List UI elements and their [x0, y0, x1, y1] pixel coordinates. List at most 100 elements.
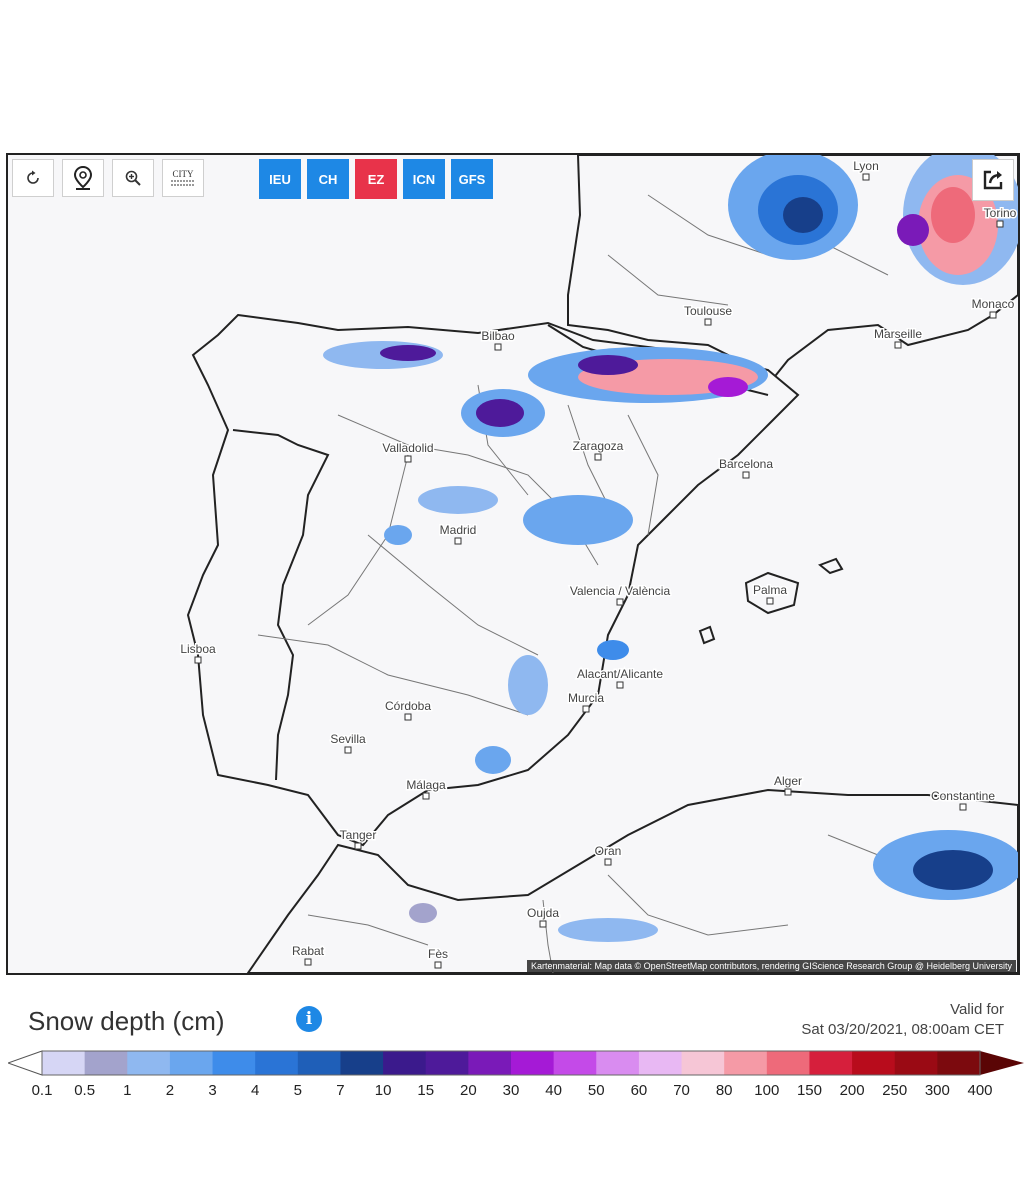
colorbar-bin-16 [724, 1051, 768, 1075]
city-7: Valladolid [381, 440, 435, 463]
valid-time: Sat 03/20/2021, 08:00am CET [801, 1021, 1004, 1038]
location-pin-icon [73, 165, 93, 190]
city-0: Lyon [852, 158, 880, 181]
city-name: Alacant/Alicante [577, 667, 663, 681]
share-button[interactable] [972, 159, 1014, 201]
colorbar-tick-label: 7 [336, 1082, 345, 1099]
city-marker [862, 173, 870, 181]
city-marker [344, 746, 352, 754]
city-marker [784, 788, 792, 796]
city-marker [616, 681, 624, 689]
map-view[interactable]: Lyon Torino Toulouse Monaco Marseille Bilbao Z… [6, 153, 1020, 975]
colorbar-tick-label: 1 [123, 1082, 132, 1099]
city-marker [494, 343, 502, 351]
tab-ieu[interactable]: IEU [259, 159, 301, 199]
city-marker [989, 311, 997, 319]
colorbar-bin-4 [212, 1051, 256, 1075]
city-marker [594, 453, 602, 461]
city-name: Sevilla [330, 732, 366, 746]
city-15: Córdoba [383, 698, 433, 721]
colorbar-tick-label: 0.5 [74, 1082, 96, 1099]
city-21: Oran [593, 843, 623, 866]
colorbar-tick-label: 20 [460, 1082, 477, 1099]
city-labels-text: CITY [172, 168, 194, 179]
city-marker [454, 537, 462, 545]
city-name: Bilbao [481, 329, 515, 343]
city-20: Tanger [338, 827, 378, 850]
colorbar-bin-11 [511, 1051, 555, 1075]
colorbar-tick-label: 80 [715, 1082, 733, 1099]
colorbar-bin-13 [596, 1051, 640, 1075]
city-marker [539, 920, 547, 928]
city-18: Alger [772, 773, 804, 796]
map-attribution: Kartenmaterial: Map data © OpenStreetMap… [527, 960, 1016, 972]
colorbar-bin-0 [42, 1051, 86, 1075]
colorbar-under-arrow [8, 1050, 43, 1076]
city-name: Constantine [931, 789, 995, 803]
snow-depth-map[interactable]: Lyon Torino Toulouse Monaco Marseille Bilbao Z… [8, 155, 1018, 973]
colorbar-tick-label: 400 [967, 1082, 993, 1099]
mallorca-island [744, 571, 800, 615]
ibiza-island [698, 625, 716, 645]
snow-depth-colorbar [8, 1050, 1024, 1076]
city-marker [959, 803, 967, 811]
colorbar-bin-1 [84, 1051, 128, 1075]
city-1: Torino [982, 205, 1018, 228]
valid-for-label: Valid for [950, 1001, 1004, 1018]
city-marker [194, 656, 202, 664]
city-marker [582, 705, 590, 713]
valid-time-block: Valid for Sat 03/20/2021, 08:00am CET [801, 1000, 1004, 1040]
city-9: Madrid [438, 522, 478, 545]
colorbar-bin-3 [169, 1051, 214, 1075]
city-marker [894, 341, 902, 349]
city-labels-button[interactable]: CITY [162, 159, 204, 197]
info-icon[interactable]: i [296, 1006, 322, 1032]
colorbar-bin-14 [638, 1051, 683, 1075]
colorbar-tick-label: 50 [587, 1082, 605, 1099]
colorbar-tick-label: 70 [673, 1082, 690, 1099]
city-labels-icon: CITY [170, 168, 196, 187]
north-africa-land [246, 788, 1018, 973]
colorbar-bin-20 [894, 1051, 938, 1075]
colorbar-tick-label: 10 [374, 1082, 392, 1099]
colorbar-tick-label: 5 [293, 1082, 302, 1099]
colorbar-tick-label: 40 [545, 1082, 562, 1099]
refresh-icon [27, 170, 39, 184]
tab-gfs[interactable]: GFS [451, 159, 493, 199]
city-marker [304, 958, 312, 966]
city-10: Valencia / València [568, 583, 672, 606]
city-name: Zaragoza [573, 439, 624, 453]
tab-ez[interactable]: EZ [355, 159, 397, 199]
zoom-button[interactable] [112, 159, 154, 197]
city-marker [422, 792, 430, 800]
colorbar-tick-label: 60 [630, 1082, 648, 1099]
city-marker [704, 318, 712, 326]
city-14: Murcia [566, 690, 606, 713]
city-16: Sevilla [329, 731, 367, 754]
city-marker [616, 598, 624, 606]
tab-ch[interactable]: CH [307, 159, 349, 199]
tab-icn[interactable]: ICN [403, 159, 445, 199]
city-name: Valladolid [382, 441, 433, 455]
city-marker [434, 961, 442, 969]
city-name: Oujda [527, 906, 559, 920]
model-tabs: IEU CH EZ ICN GFS [259, 159, 493, 199]
portugal-border [232, 429, 330, 781]
colorbar-bin-15 [681, 1051, 725, 1075]
city-3: Monaco [970, 296, 1016, 319]
city-name: Lisboa [180, 642, 216, 656]
refresh-button[interactable] [12, 159, 54, 197]
city-name: Tanger [340, 828, 377, 842]
colorbar-bin-12 [553, 1051, 597, 1075]
colorbar-tick-label: 200 [839, 1082, 865, 1099]
city-name: Lyon [853, 159, 879, 173]
city-marker [742, 471, 750, 479]
city-24: Fès [426, 946, 450, 969]
colorbar-tick-label: 0.1 [31, 1082, 53, 1099]
location-button[interactable] [62, 159, 104, 197]
colorbar-ticks: 0.1 0.5 1 2 3 4 5 7 10 15 20 30 40 50 60 70 80 100 150 200 2… [0, 1082, 1024, 1102]
city-name: Málaga [406, 778, 446, 792]
city-name: Alger [774, 774, 802, 788]
colorbar-tick-label: 4 [251, 1082, 260, 1099]
snow-field-atlas [409, 830, 1018, 942]
